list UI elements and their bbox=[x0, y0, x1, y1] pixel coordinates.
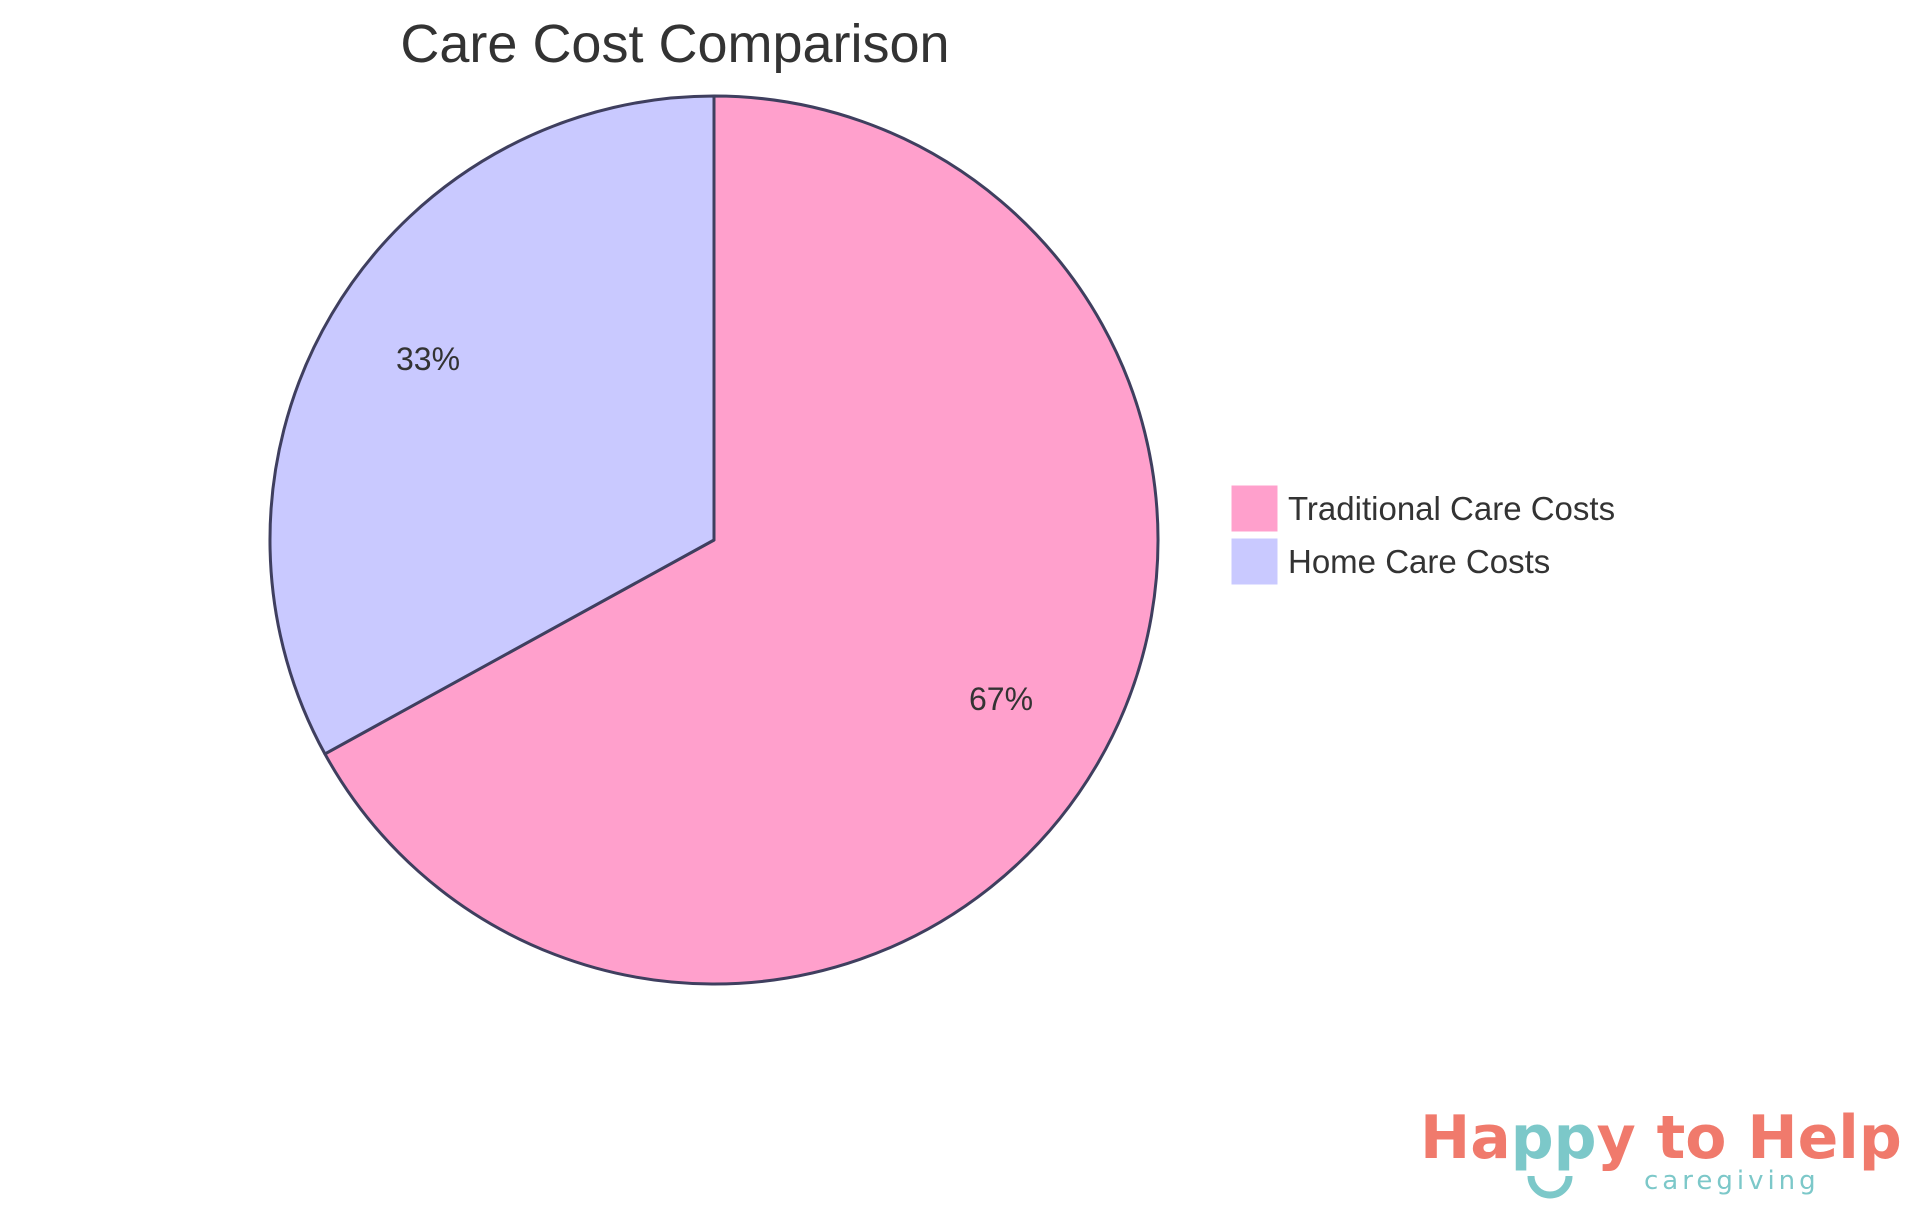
legend: Traditional Care Costs Home Care Costs bbox=[1231, 485, 1615, 585]
smile-icon bbox=[1527, 1175, 1573, 1199]
slice-label-home: 33% bbox=[396, 341, 460, 377]
legend-label-traditional: Traditional Care Costs bbox=[1288, 490, 1615, 527]
chart-title: Care Cost Comparison bbox=[400, 14, 949, 74]
legend-item-home[interactable]: Home Care Costs bbox=[1231, 538, 1550, 585]
slice-home-care-costs[interactable] bbox=[268, 94, 716, 756]
logo-wordmark: Happy to Help bbox=[1420, 1100, 1902, 1176]
pie: 67% 33% bbox=[268, 94, 1160, 986]
logo-text-rest: y to Help bbox=[1596, 1103, 1902, 1173]
logo-text-ha: Ha bbox=[1420, 1103, 1511, 1173]
legend-item-traditional[interactable]: Traditional Care Costs bbox=[1231, 485, 1615, 532]
logo-text-pp: pp bbox=[1510, 1103, 1597, 1173]
logo-subtitle: caregiving bbox=[1644, 1166, 1820, 1196]
slice-label-traditional: 67% bbox=[969, 681, 1033, 717]
legend-swatch-home bbox=[1231, 538, 1278, 585]
legend-label-home: Home Care Costs bbox=[1288, 543, 1550, 580]
slice-traditional-care-costs[interactable] bbox=[323, 94, 1160, 986]
company-logo: Happy to Help caregiving bbox=[1420, 1100, 1902, 1210]
legend-swatch-traditional bbox=[1231, 485, 1278, 532]
